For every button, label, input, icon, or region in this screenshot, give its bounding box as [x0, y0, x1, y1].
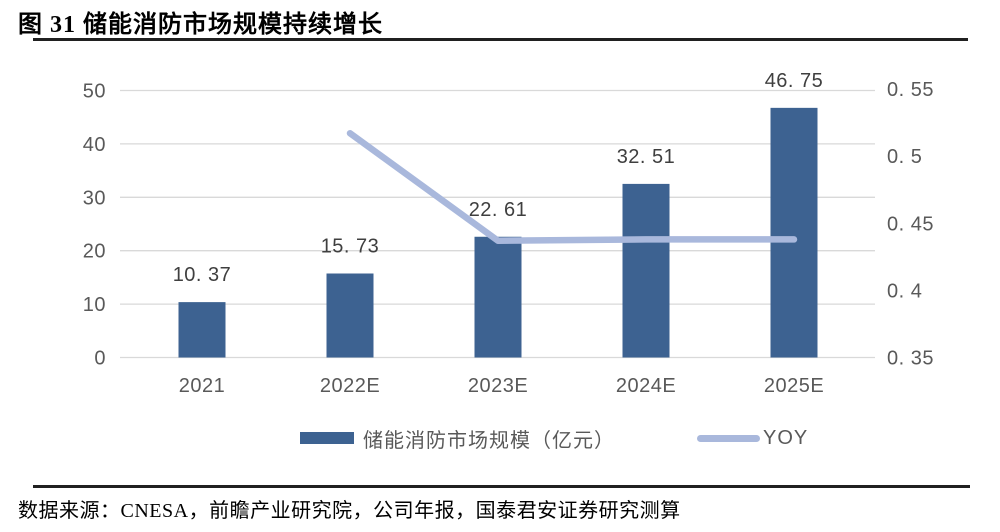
x-axis-label: 2024E — [616, 375, 676, 397]
chart-legend: 储能消防市场规模（亿元） YOY — [300, 426, 809, 452]
y-axis-label-right: 0. 55 — [887, 79, 934, 101]
bar-2021 — [178, 302, 226, 358]
line-series-swatch — [697, 434, 760, 442]
x-axis-label: 2025E — [764, 375, 824, 397]
bar-value-label: 10. 37 — [173, 264, 232, 286]
combo-chart: 10. 37 15. 73 22. 61 32. 51 46. 75 0 10 20 30 40 5… — [83, 70, 934, 397]
y-axis-label-right: 0. 35 — [887, 348, 934, 370]
y-axis-label-left: 50 — [83, 81, 106, 103]
bar-value-label: 46. 75 — [765, 70, 824, 92]
bar-value-label: 15. 73 — [321, 236, 380, 258]
bar-2022E — [326, 273, 374, 358]
y-axis-label-left: 20 — [83, 241, 106, 263]
y-axis-label-left: 0 — [94, 348, 106, 370]
footer-divider — [33, 485, 970, 488]
bar-value-label: 22. 61 — [469, 199, 528, 221]
title-divider — [33, 38, 968, 41]
x-axis-label: 2022E — [320, 375, 380, 397]
figure-title: 图 31 储能消防市场规模持续增长 — [18, 12, 383, 38]
yoy-line — [346, 130, 798, 244]
bar-2024E — [622, 183, 670, 358]
y-axis-label-left: 40 — [83, 134, 106, 156]
legend-label-line-series: YOY — [763, 426, 809, 449]
legend-label-bar-series: 储能消防市场规模（亿元） — [363, 429, 615, 452]
bar-value-label: 32. 51 — [617, 146, 676, 168]
y-axis-label-right: 0. 4 — [887, 280, 922, 302]
data-source-note: 数据来源：CNESA，前瞻产业研究院，公司年报，国泰君安证券研究测算 — [18, 500, 681, 522]
bar-2025E — [770, 107, 818, 358]
bar-2023E — [474, 236, 522, 358]
y-axis-label-left: 30 — [83, 187, 106, 209]
y-axis-label-right: 0. 5 — [887, 146, 922, 168]
y-axis-label-left: 10 — [83, 294, 106, 316]
x-axis-label: 2021 — [179, 375, 226, 397]
y-axis-label-right: 0. 45 — [887, 213, 934, 235]
x-axis-label: 2023E — [468, 375, 528, 397]
bar-series-swatch — [300, 432, 354, 444]
